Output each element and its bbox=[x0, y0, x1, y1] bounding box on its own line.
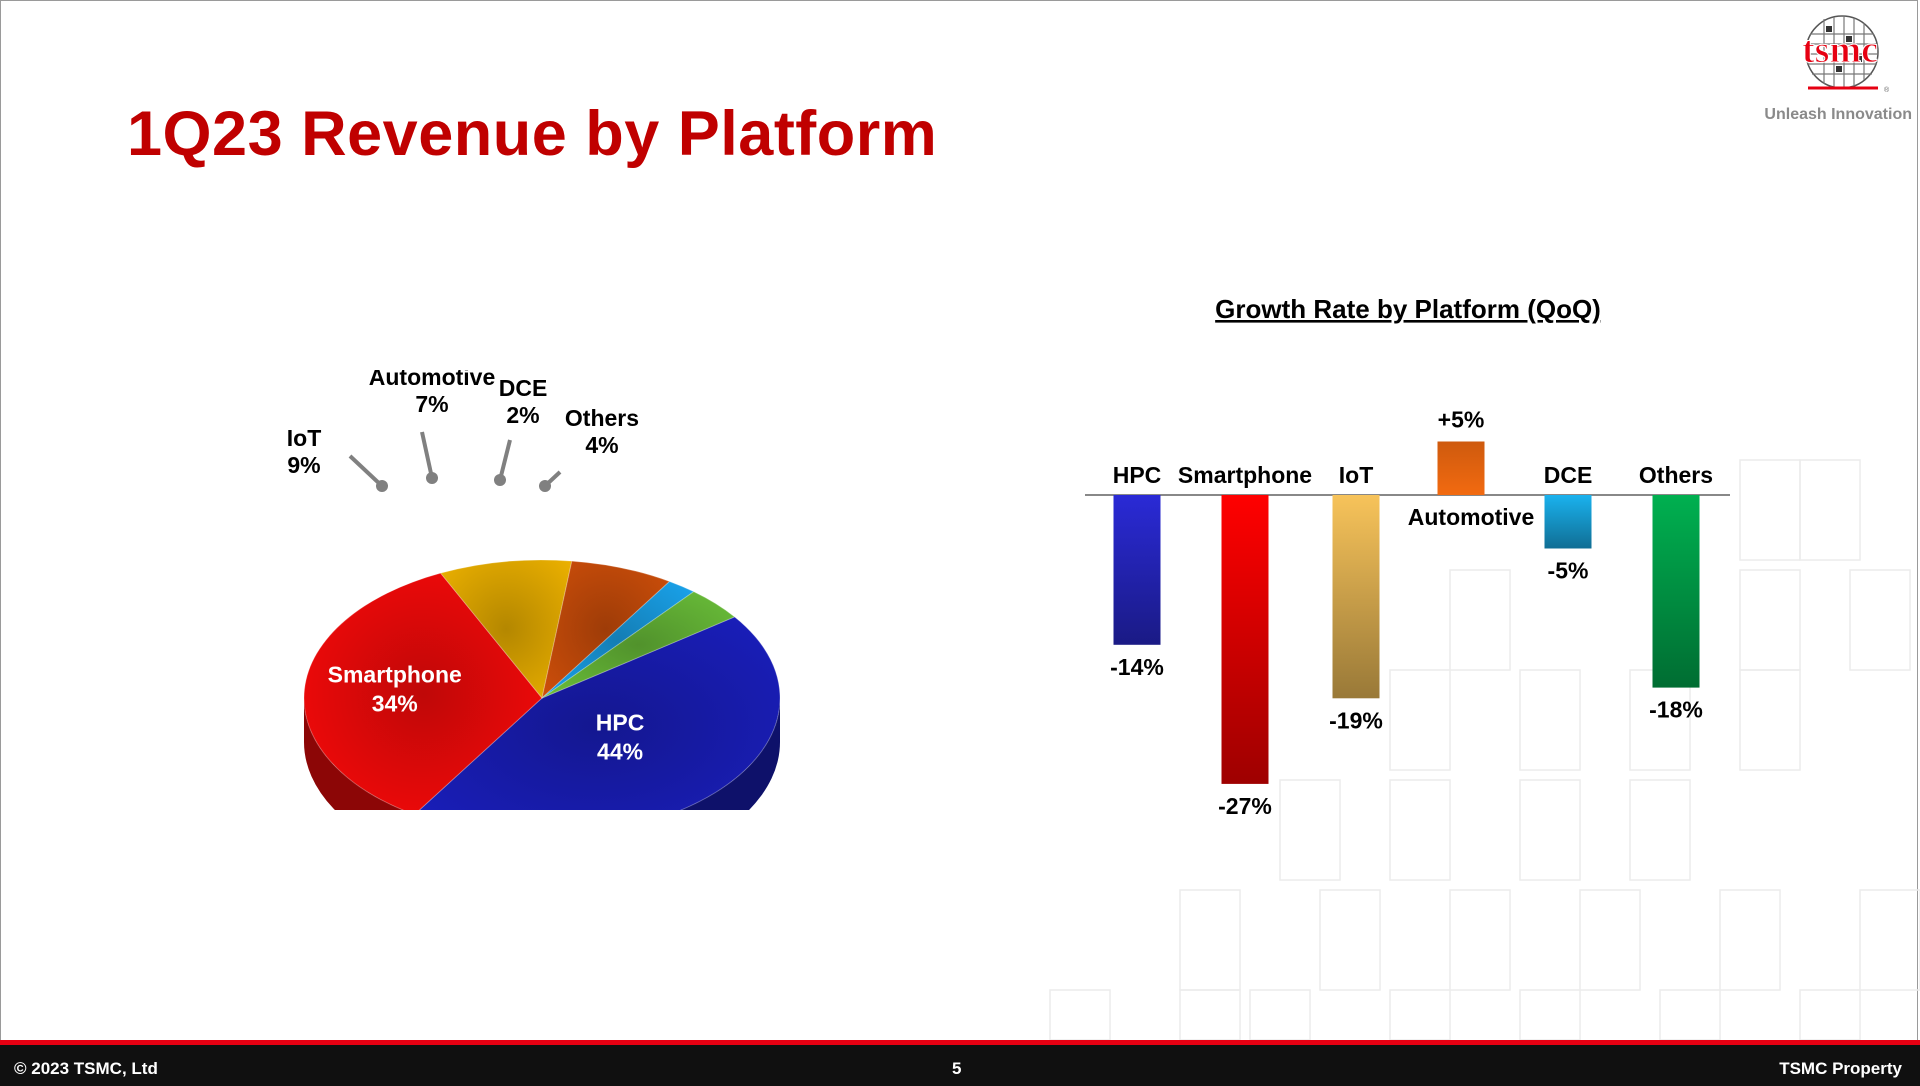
bar-value-smartphone: -27% bbox=[1218, 793, 1272, 819]
pie-value-others: 4% bbox=[585, 432, 618, 458]
pie-slice-iot bbox=[439, 559, 573, 700]
svg-text:®: ® bbox=[1884, 86, 1890, 94]
pie-leader-dot-others bbox=[539, 480, 551, 492]
bar-chart: Growth Rate by Platform (QoQ) HPC -14% Smar… bbox=[1085, 294, 1730, 819]
pie-value-dce: 2% bbox=[506, 402, 539, 428]
pie-label-iot: IoT bbox=[287, 425, 322, 451]
pie-leader-dot-automotive bbox=[426, 472, 438, 484]
bar-value-hpc: -14% bbox=[1110, 654, 1164, 680]
bar-category-automotive: Automotive bbox=[1408, 504, 1535, 530]
pie-label-others: Others bbox=[565, 405, 639, 431]
bar-automotive bbox=[1437, 441, 1485, 495]
pie-value-hpc: 44% bbox=[597, 739, 643, 765]
bar-category-hpc: HPC bbox=[1113, 462, 1162, 488]
bar-others bbox=[1652, 495, 1700, 688]
pie-slice-automotive bbox=[541, 560, 671, 700]
pie-slice-hpc bbox=[418, 616, 781, 810]
bar-chart-title: Growth Rate by Platform (QoQ) bbox=[1215, 294, 1601, 324]
pie-slice-dce bbox=[541, 580, 695, 699]
pie-slice-others bbox=[541, 591, 736, 699]
bar-value-automotive: +5% bbox=[1438, 407, 1485, 433]
bar-category-smartphone: Smartphone bbox=[1178, 462, 1312, 488]
pie-slice-smartphone bbox=[303, 572, 543, 810]
pie-value-smartphone: 34% bbox=[372, 691, 418, 717]
bar-hpc bbox=[1113, 495, 1161, 645]
pie-leader-automotive bbox=[420, 431, 434, 479]
tagline: Unleash Innovation bbox=[1764, 106, 1912, 123]
bar-dce bbox=[1544, 495, 1592, 549]
pie-leader-dce bbox=[498, 439, 512, 481]
bar-value-iot: -19% bbox=[1329, 707, 1383, 733]
bar-category-others: Others bbox=[1639, 462, 1713, 488]
pie-leader-dot-dce bbox=[494, 474, 506, 486]
pie-label-smartphone: Smartphone bbox=[328, 662, 462, 688]
bar-category-iot: IoT bbox=[1339, 462, 1374, 488]
page-number: 5 bbox=[952, 1059, 962, 1078]
bar-smartphone bbox=[1221, 495, 1269, 784]
bar-category-dce: DCE bbox=[1544, 462, 1593, 488]
pie-value-iot: 9% bbox=[287, 452, 320, 478]
property-text: TSMC Property bbox=[1779, 1059, 1902, 1078]
pie-label-automotive: Automotive bbox=[369, 370, 496, 390]
copyright-text: © 2023 TSMC, Ltd bbox=[14, 1059, 158, 1078]
bar-iot bbox=[1332, 495, 1380, 699]
pie-leader-dot-iot bbox=[376, 480, 388, 492]
tsmc-logo: tsmc ® bbox=[1802, 15, 1890, 94]
footer: © 2023 TSMC, Ltd 5 TSMC Property bbox=[0, 1040, 1920, 1086]
slide-title: 1Q23 Revenue by Platform bbox=[127, 99, 938, 169]
pie-label-dce: DCE bbox=[499, 375, 548, 401]
pie-leader-iot bbox=[348, 454, 384, 488]
pie-side-hpc bbox=[680, 698, 780, 810]
pie-value-automotive: 7% bbox=[415, 391, 448, 417]
pie-label-hpc: HPC bbox=[596, 710, 645, 736]
bar-value-dce: -5% bbox=[1548, 558, 1589, 584]
pie-side-smartphone bbox=[304, 698, 404, 810]
logo-wordmark: tsmc bbox=[1802, 29, 1878, 71]
bar-value-others: -18% bbox=[1649, 697, 1703, 723]
